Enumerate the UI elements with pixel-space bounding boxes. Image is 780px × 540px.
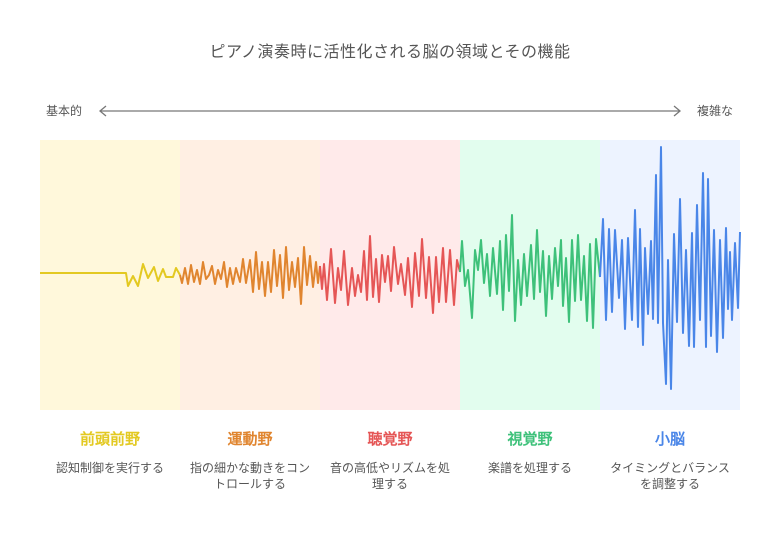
region-prefrontal: 前頭前野 認知制御を実行する <box>40 428 180 476</box>
region-title: 前頭前野 <box>79 430 140 448</box>
region-description: 指の細かな動きをコントロールする <box>189 461 310 491</box>
region-title: 聴覚野 <box>367 430 413 448</box>
wave-cerebellum <box>599 146 741 390</box>
wave-auditory <box>319 235 461 314</box>
region-title: 小脳 <box>654 430 685 448</box>
region-description: 認知制御を実行する <box>55 461 164 475</box>
wave-motor <box>179 246 321 305</box>
region-title: 視覚野 <box>507 430 553 448</box>
region-visual: 視覚野 楽譜を処理する <box>460 428 600 476</box>
panel-prefrontal <box>40 140 180 410</box>
wave-prefrontal <box>40 263 181 287</box>
region-description: 楽譜を処理する <box>487 461 572 475</box>
region-auditory: 聴覚野 音の高低やリズムを処理する <box>320 428 460 492</box>
region-motor: 運動野 指の細かな動きをコントロールする <box>180 428 320 492</box>
region-description: 音の高低やリズムを処理する <box>329 461 450 491</box>
region-cerebellum: 小脳 タイミングとバランスを調整する <box>600 428 740 492</box>
double-arrow-icon <box>98 105 682 117</box>
region-description: タイミングとバランスを調整する <box>610 461 730 491</box>
region-title: 運動野 <box>227 430 273 448</box>
wave-visual <box>459 214 601 329</box>
page-title: ピアノ演奏時に活性化される脳の領域とその機能 <box>209 42 571 61</box>
axis-right-label: 複雑な <box>697 104 734 118</box>
axis-left-label: 基本的 <box>46 104 83 118</box>
